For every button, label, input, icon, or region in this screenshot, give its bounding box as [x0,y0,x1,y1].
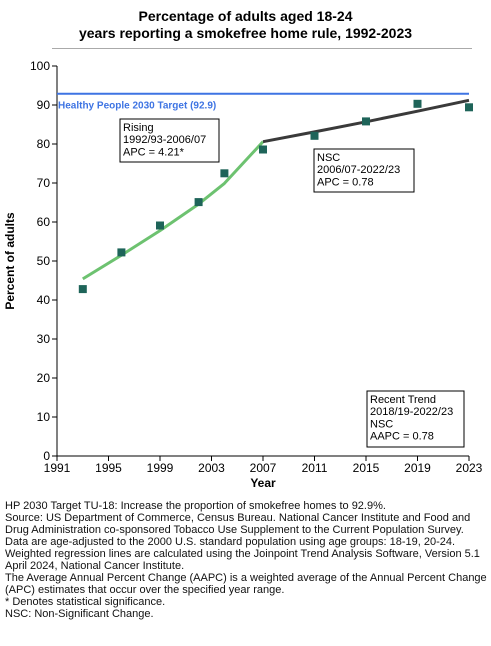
x-tick-label: 1999 [147,461,174,475]
footnotes: HP 2030 Target TU-18: Increase the propo… [5,500,487,620]
data-point-1996 [117,248,126,257]
y-tick-label: 70 [37,176,51,190]
annotation-rising-line-2: 1992/93-2006/07 [123,134,206,146]
annotation-box-recent [366,390,465,448]
data-point-2015 [362,117,370,126]
footnote-regression: Weighted regression lines are calculated… [5,548,480,572]
annotation-recent-line-2: 2018/19-2022/23 [370,406,453,418]
axes: 0 10 20 30 40 50 60 70 80 90 100 1991 1995 1999 2003 20… [3,59,483,490]
x-tick-label: 2015 [353,461,380,475]
footnote-aapc: The Average Annual Percent Change (AAPC)… [5,572,487,596]
target-label: Healthy People 2030 Target (92.9) [58,101,216,112]
y-tick-label: 20 [37,371,51,385]
y-tick-label: 80 [37,137,51,151]
y-tick-label: 10 [37,410,51,424]
data-point-1993 [78,285,87,294]
y-tick-label: 60 [37,215,51,229]
x-tick-label: 2019 [404,461,431,475]
x-tick-label: 2007 [250,461,277,475]
data-point-2023 [465,103,473,112]
y-axis-title: Percent of adults [3,212,17,310]
annotation-rising-line-3: APC = 4.21* [123,146,185,158]
annotation-nsc-line-3: APC = 0.78 [317,176,374,188]
target-layer: Healthy People 2030 Target (92.9) [57,92,469,112]
annotation-box-nsc [313,148,415,193]
x-tick-label: 1995 [95,461,122,475]
footnote-nsc: NSC: Non-Significant Change. [5,608,154,620]
chart-title: Percentage of adults aged 18-24 years re… [0,8,491,42]
chart-title-line-2: years reporting a smokefree home rule, 1… [78,25,413,41]
trend-line-1 [82,140,265,281]
annotation-recent-line-3: NSC [370,418,393,430]
annotation-box-rising [119,118,220,163]
chart-title-line-1: Percentage of adults aged 18-24 [138,8,353,24]
footnote-target: HP 2030 Target TU-18: Increase the propo… [5,500,386,512]
y-tick-label: 40 [37,293,51,307]
y-tick-label: 90 [37,98,51,112]
y-tick-label: 50 [37,254,51,268]
x-tick-label: 2011 [302,461,328,475]
x-tick-label: 2003 [198,461,225,475]
annotation-recent-line-4: AAPC = 0.78 [370,431,434,443]
footnote-significance: * Denotes statistical significance. [5,596,166,608]
x-axis-title: Year [250,476,276,490]
data-point-2004 [220,169,229,178]
point-layer [78,99,473,294]
data-point-1999 [156,221,164,230]
x-tick-label: 1991 [44,461,71,475]
data-point-2002 [194,198,203,207]
data-point-2019 [413,99,422,108]
y-tick-label: 100 [30,59,50,73]
title-divider [52,48,472,49]
y-tick-label: 0 [43,449,50,463]
data-point-2011 [310,131,319,140]
annotation-recent-line-1: Recent Trend [370,394,436,406]
footnote-source: Source: US Department of Commerce, Censu… [5,512,471,536]
annotation-nsc-line-2: 2006/07-2022/23 [317,164,400,176]
annotation-rising-line-1: Rising [123,122,154,134]
x-tick-label: 2023 [456,461,483,475]
y-tick-label: 30 [37,332,51,346]
data-point-2007 [259,145,267,154]
annotation-nsc-line-1: NSC [317,152,340,164]
footnote-age-adjustment: Data are age-adjusted to the 2000 U.S. s… [5,536,456,548]
line-chart: 0 10 20 30 40 50 60 70 80 90 100 1991 1995 1999 2003 20… [3,59,483,490]
